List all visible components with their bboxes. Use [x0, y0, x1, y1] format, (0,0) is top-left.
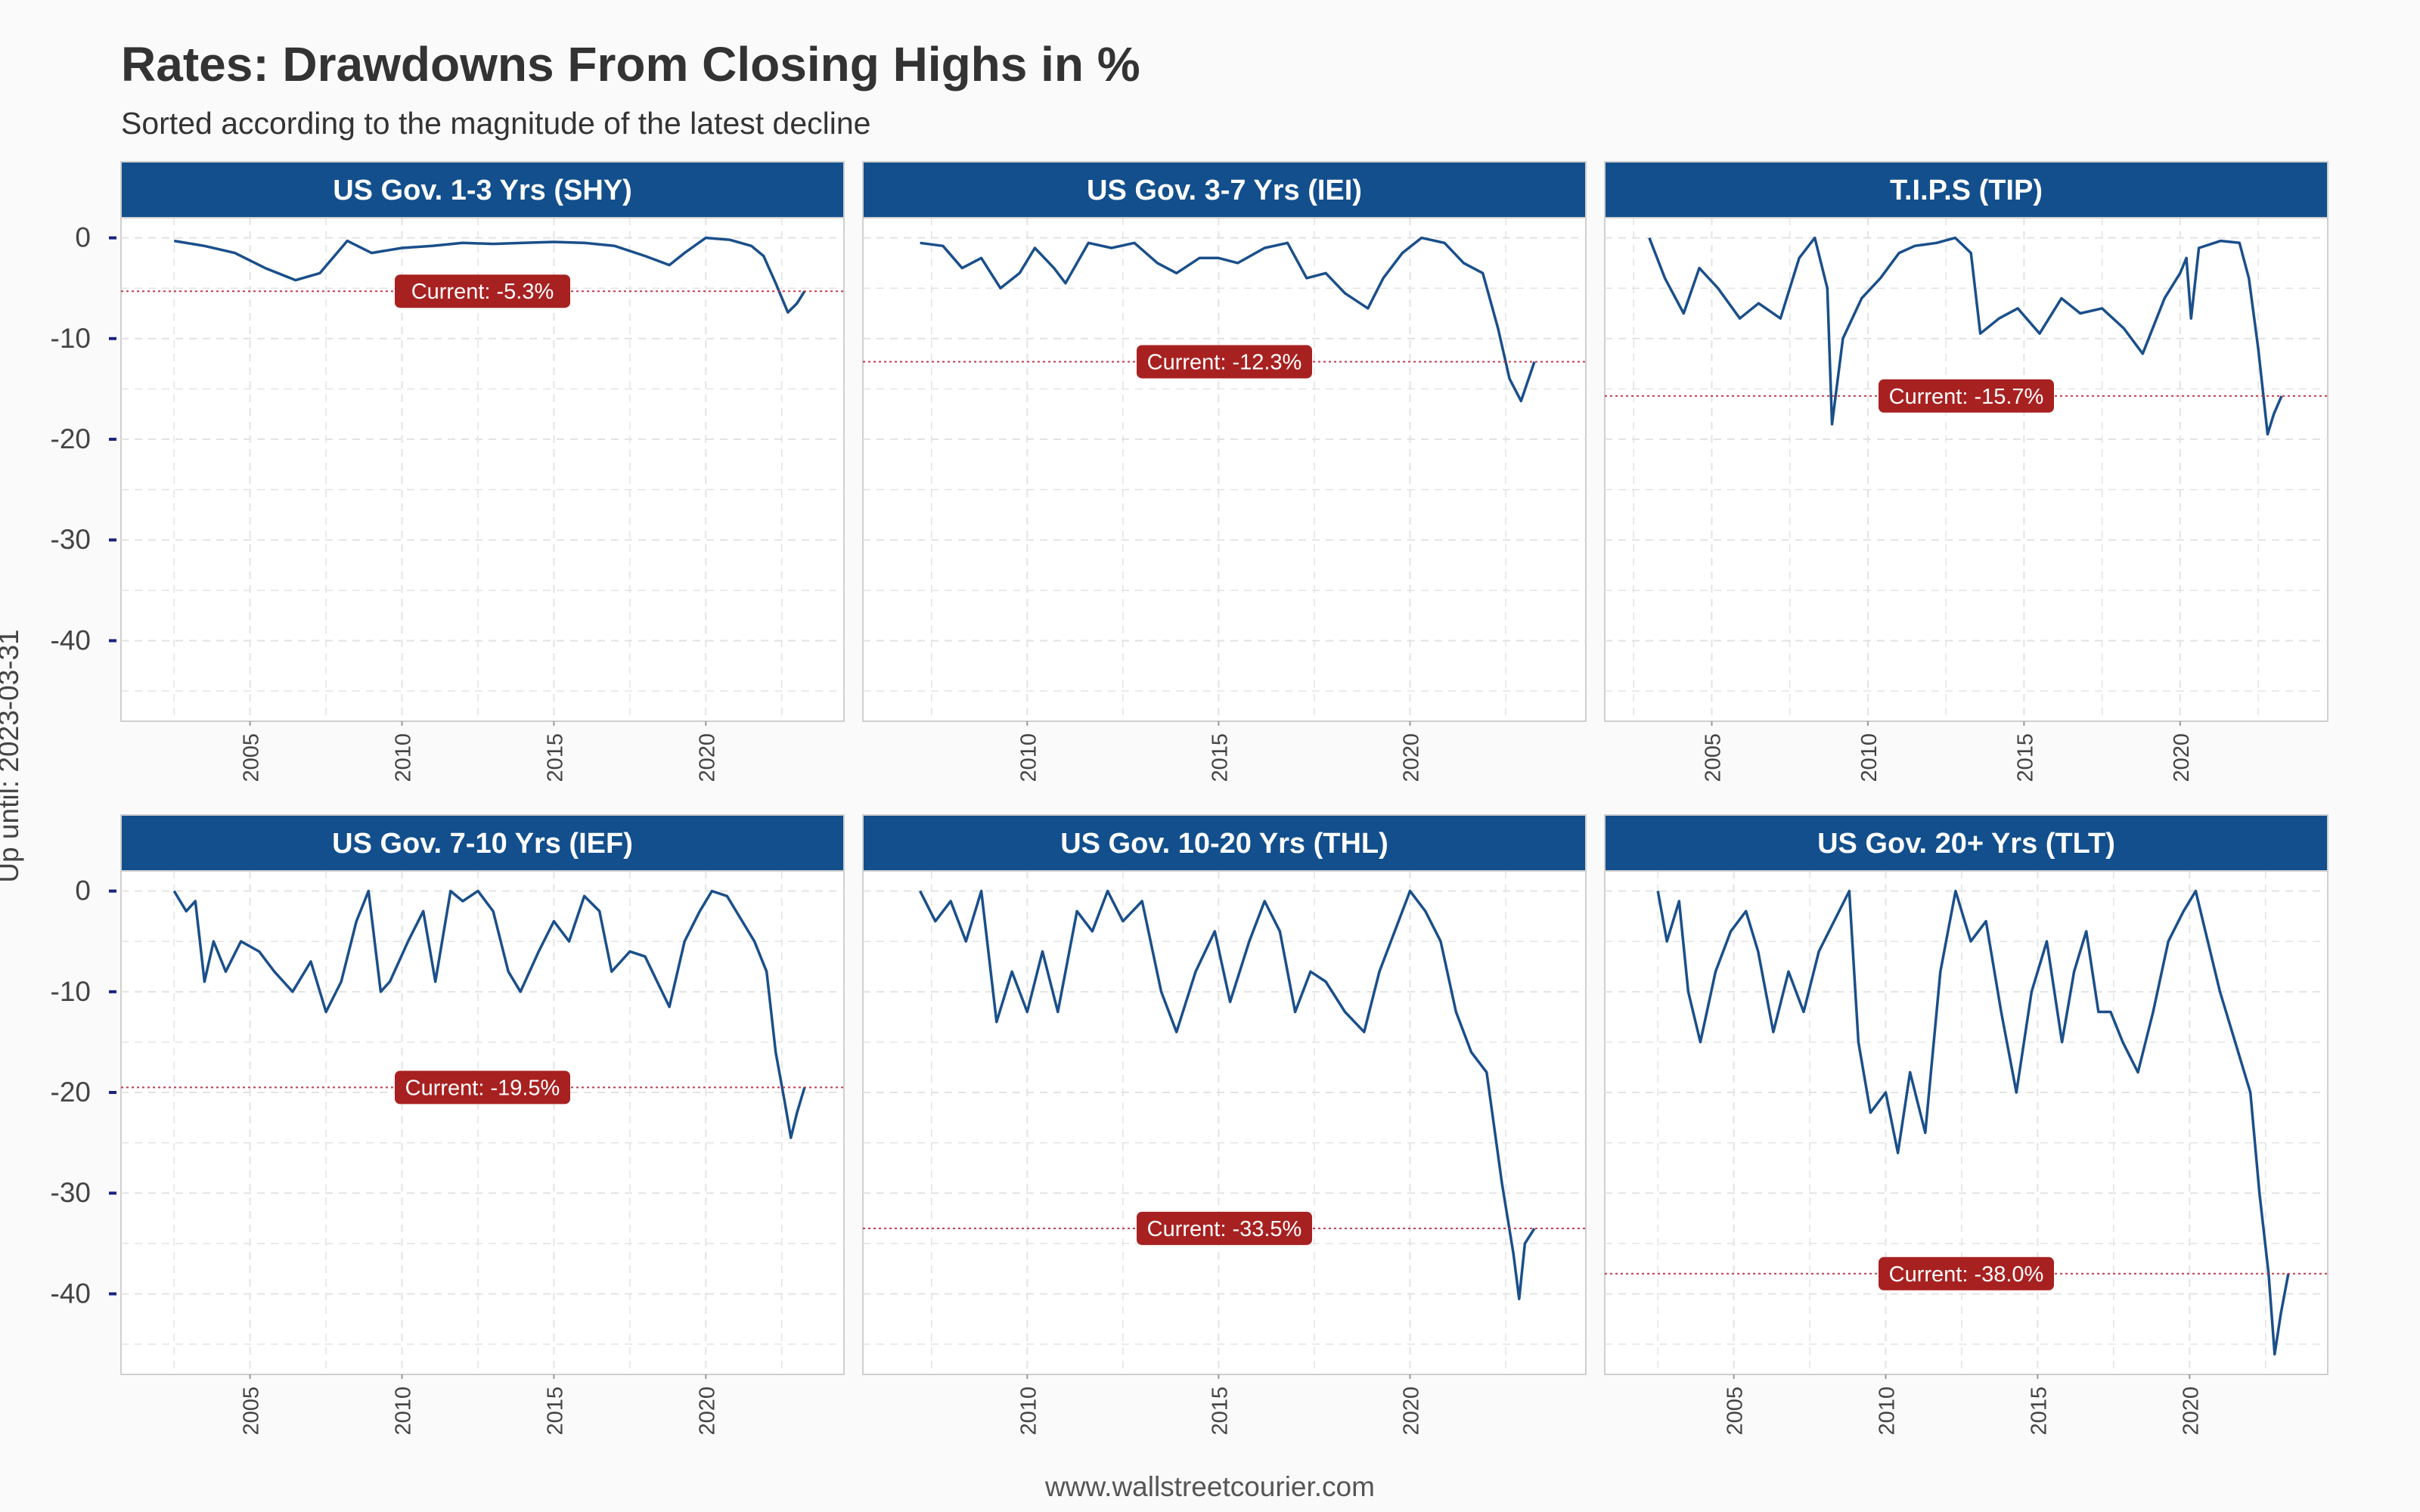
current-value-label: Current: -38.0% [1889, 1263, 2044, 1287]
x-tick-label: 2015 [2013, 733, 2037, 782]
panel-header [1604, 814, 2328, 872]
panel-header [862, 161, 1587, 218]
chart-subtitle: Sorted according to the magnitude of the… [121, 106, 871, 141]
y-tick-label: -40 [51, 624, 91, 655]
panel-title: US Gov. 7-10 Yrs (IEF) [332, 828, 633, 860]
current-value-badge [1137, 1211, 1312, 1245]
y-tick-label: 0 [75, 875, 91, 906]
current-value-label: Current: -15.7% [1889, 385, 2044, 409]
current-value-badge [1879, 1256, 2054, 1290]
panel-header [862, 814, 1587, 872]
current-value-badge [1137, 345, 1312, 379]
current-value-badge [395, 1070, 570, 1105]
footer-source: www.wallstreetcourier.com [1045, 1471, 1375, 1502]
x-tick-label: 2010 [392, 733, 416, 782]
drawdown-series-line [173, 236, 806, 314]
y-tick-label: -20 [51, 423, 91, 454]
current-value-badge [395, 274, 570, 308]
x-tick-label: 2005 [1723, 1387, 1748, 1436]
current-value-label: Current: -33.5% [1147, 1217, 1302, 1241]
x-tick-label: 2020 [695, 733, 719, 782]
panel-background [1604, 217, 2328, 722]
chart-title: Rates: Drawdowns From Closing Highs in % [121, 37, 1140, 91]
x-tick-label: 2010 [1016, 1387, 1041, 1436]
current-value-badge [1879, 379, 2054, 413]
x-tick-label: 2015 [1208, 1387, 1232, 1436]
drawdown-series-line [920, 236, 1536, 403]
x-tick-label: 2020 [2170, 733, 2194, 782]
drawdown-series-line [1656, 889, 2290, 1356]
panel-title: US Gov. 20+ Yrs (TLT) [1817, 828, 2115, 860]
x-tick-label: 2020 [1400, 1387, 1424, 1436]
panel-background [862, 870, 1587, 1375]
current-value-label: Current: -19.5% [405, 1076, 560, 1100]
drawdown-series-line [172, 889, 806, 1139]
x-tick-label: 2010 [1876, 1387, 1900, 1436]
drawdown-series-line [919, 889, 1536, 1300]
x-tick-label: 2005 [1701, 733, 1725, 782]
x-tick-label: 2015 [1208, 733, 1232, 782]
panel-header [1604, 161, 2328, 218]
x-tick-label: 2020 [1400, 733, 1424, 782]
y-tick-label: -30 [51, 524, 91, 555]
panel-background [1604, 870, 2328, 1375]
panel-background [862, 217, 1587, 722]
x-tick-label: 2020 [695, 1387, 719, 1436]
y-tick-label: -40 [51, 1278, 91, 1309]
x-tick-label: 2005 [240, 1387, 264, 1436]
current-value-label: Current: -5.3% [411, 280, 554, 304]
x-tick-label: 2015 [543, 733, 567, 782]
panel-title: US Gov. 1-3 Yrs (SHY) [333, 175, 632, 206]
x-tick-label: 2010 [1016, 733, 1041, 782]
panel-title: US Gov. 3-7 Yrs (IEI) [1087, 175, 1362, 206]
panel-header [120, 161, 845, 218]
panel-title: T.I.P.S (TIP) [1890, 175, 2043, 206]
panel-header [120, 814, 845, 872]
x-tick-label: 2020 [2179, 1387, 2203, 1436]
panel-title: US Gov. 10-20 Yrs (THL) [1060, 828, 1388, 860]
x-tick-label: 2010 [1857, 733, 1882, 782]
x-tick-label: 2015 [543, 1387, 567, 1436]
y-tick-label: -10 [51, 976, 91, 1007]
x-tick-label: 2015 [2027, 1387, 2051, 1436]
y-tick-label: -30 [51, 1177, 91, 1208]
y-tick-label: -10 [51, 323, 91, 354]
y-tick-label: -20 [51, 1077, 91, 1108]
x-tick-label: 2010 [392, 1387, 416, 1436]
current-value-label: Current: -12.3% [1147, 350, 1302, 374]
drawdown-series-line [1648, 236, 2283, 436]
panel-background [120, 870, 845, 1375]
x-tick-label: 2005 [240, 733, 264, 782]
y-tick-label: 0 [75, 222, 91, 253]
